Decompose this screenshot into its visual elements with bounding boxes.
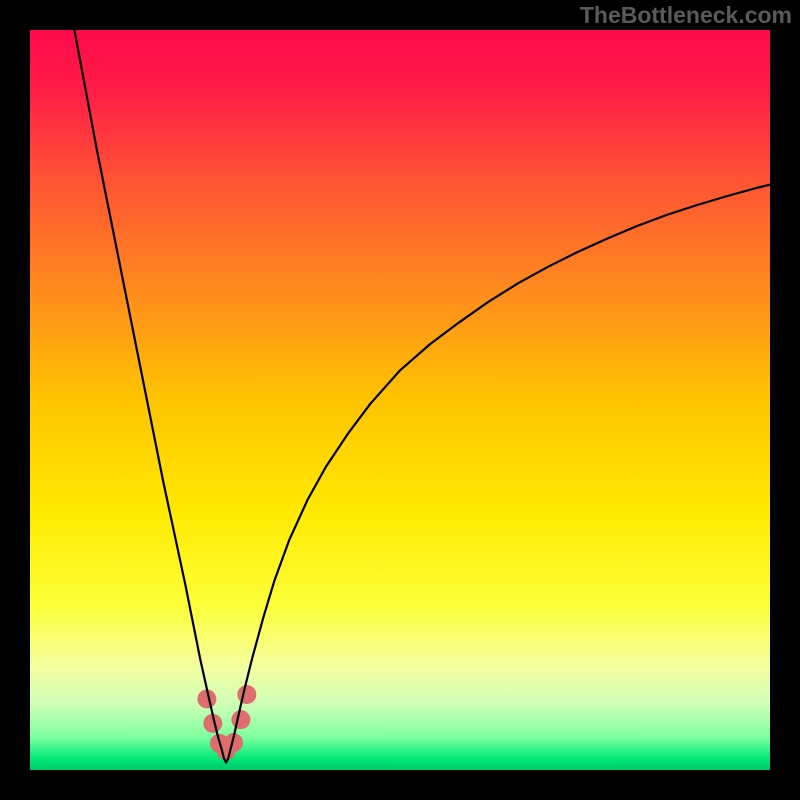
bottleneck-curve-plot <box>0 0 800 800</box>
optimal-marker <box>237 685 256 704</box>
chart-container: TheBottleneck.com <box>0 0 800 800</box>
plot-background-gradient <box>30 30 770 770</box>
optimal-marker <box>231 710 250 729</box>
watermark-text: TheBottleneck.com <box>580 2 792 29</box>
